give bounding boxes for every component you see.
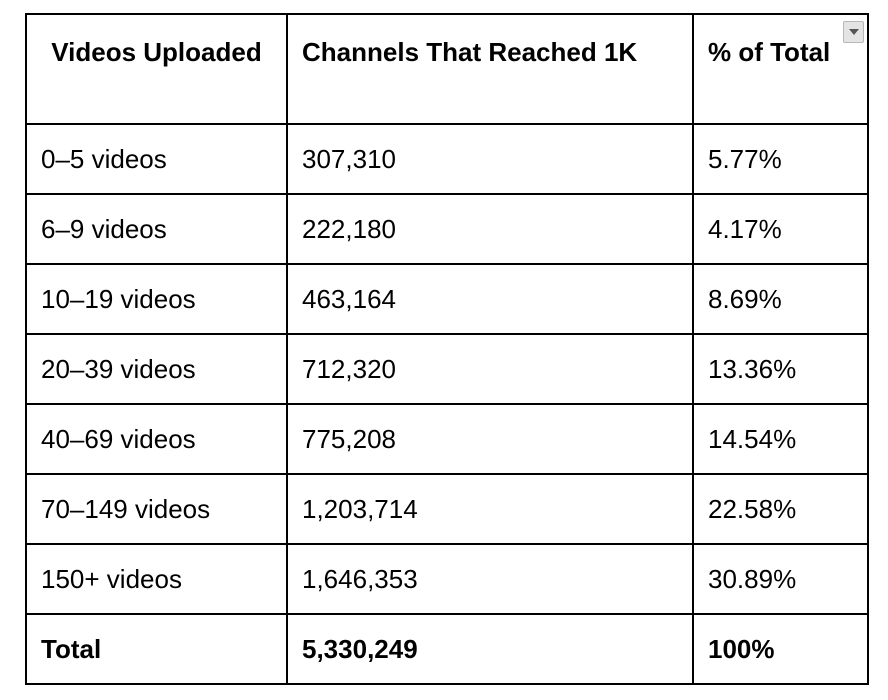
total-label: Total	[25, 613, 288, 685]
table-row: 20–39 videos 712,320 13.36%	[25, 333, 869, 405]
header-percent-total-label: % of Total	[708, 37, 831, 67]
cell-percent: 5.77%	[692, 123, 869, 195]
header-channels-reached: Channels That Reached 1K	[286, 13, 694, 125]
total-channels: 5,330,249	[286, 613, 694, 685]
table-row: 6–9 videos 222,180 4.17%	[25, 193, 869, 265]
table-row: 10–19 videos 463,164 8.69%	[25, 263, 869, 335]
table-row: 150+ videos 1,646,353 30.89%	[25, 543, 869, 615]
cell-videos: 150+ videos	[25, 543, 288, 615]
cell-channels: 307,310	[286, 123, 694, 195]
cell-videos: 6–9 videos	[25, 193, 288, 265]
table-header-row: Videos Uploaded Channels That Reached 1K…	[25, 13, 869, 125]
cell-percent: 4.17%	[692, 193, 869, 265]
total-percent: 100%	[692, 613, 869, 685]
header-percent-total: % of Total	[692, 13, 869, 125]
column-filter-button[interactable]	[843, 21, 864, 43]
header-videos-uploaded: Videos Uploaded	[25, 13, 288, 125]
cell-videos: 20–39 videos	[25, 333, 288, 405]
cell-videos: 70–149 videos	[25, 473, 288, 545]
cell-percent: 14.54%	[692, 403, 869, 475]
cell-channels: 1,646,353	[286, 543, 694, 615]
cell-percent: 8.69%	[692, 263, 869, 335]
data-table: Videos Uploaded Channels That Reached 1K…	[25, 13, 869, 685]
cell-videos: 10–19 videos	[25, 263, 288, 335]
table-row: 0–5 videos 307,310 5.77%	[25, 123, 869, 195]
cell-channels: 712,320	[286, 333, 694, 405]
cell-videos: 0–5 videos	[25, 123, 288, 195]
cell-percent: 22.58%	[692, 473, 869, 545]
table-row: 70–149 videos 1,203,714 22.58%	[25, 473, 869, 545]
cell-channels: 775,208	[286, 403, 694, 475]
cell-percent: 13.36%	[692, 333, 869, 405]
cell-videos: 40–69 videos	[25, 403, 288, 475]
table-row: 40–69 videos 775,208 14.54%	[25, 403, 869, 475]
table-total-row: Total 5,330,249 100%	[25, 613, 869, 685]
cell-channels: 222,180	[286, 193, 694, 265]
cell-percent: 30.89%	[692, 543, 869, 615]
cell-channels: 463,164	[286, 263, 694, 335]
chevron-down-icon	[849, 29, 859, 35]
cell-channels: 1,203,714	[286, 473, 694, 545]
